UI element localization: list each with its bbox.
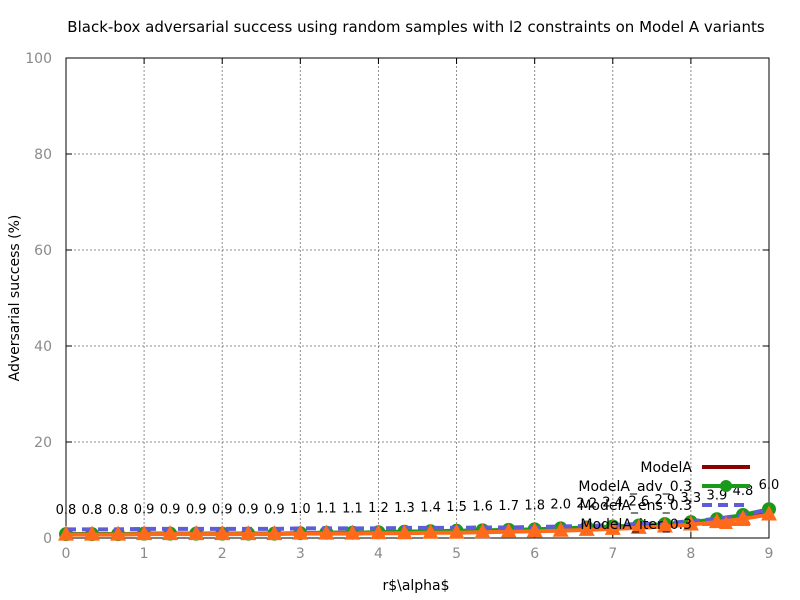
- legend-marker: [719, 516, 733, 529]
- data-label: 0.8: [82, 503, 103, 518]
- data-point: [370, 524, 387, 540]
- x-tick-label: 0: [62, 546, 71, 562]
- data-point: [422, 523, 439, 539]
- data-point: [214, 525, 231, 541]
- data-label: 2.2: [576, 496, 597, 511]
- data-point: [552, 521, 569, 537]
- data-label: 2.0: [550, 497, 571, 512]
- data-label: 1.6: [472, 499, 493, 514]
- x-axis-title: r$\alpha$: [382, 578, 449, 594]
- data-point: [266, 525, 283, 541]
- y-axis-title: Adversarial success (%): [7, 215, 23, 382]
- data-point: [656, 517, 673, 533]
- data-point: [474, 523, 491, 539]
- legend-label: ModelA: [640, 460, 692, 476]
- data-label: 1.3: [394, 501, 415, 516]
- data-point: [318, 524, 335, 540]
- data-label: 3.3: [681, 491, 702, 506]
- grid: [66, 58, 769, 538]
- y-tick-label: 0: [43, 531, 52, 547]
- data-point: [578, 520, 595, 536]
- data-label: 0.9: [238, 503, 259, 518]
- y-tick-label: 20: [34, 435, 52, 451]
- legend-label: ModelA_iter_0.3: [580, 517, 692, 533]
- x-tick-label: 4: [374, 546, 383, 562]
- series-group: [58, 502, 777, 542]
- data-point: [162, 525, 179, 541]
- x-tick-label: 6: [530, 546, 539, 562]
- legend-label: ModelA_ens_0.3: [579, 498, 692, 514]
- x-tick-label: 1: [140, 546, 149, 562]
- data-label: 0.8: [56, 503, 77, 518]
- data-point: [604, 519, 621, 535]
- data-label: 1.2: [368, 501, 389, 516]
- data-point: [344, 524, 361, 540]
- data-label: 1.8: [524, 498, 545, 513]
- data-labels: 0.8 0.8 0.8 0.9 0.9 0.9 0.9 0.9 0.9 1.0 1.1 1.1 1.2 1…: [56, 478, 780, 518]
- data-point: [188, 525, 205, 541]
- data-point: [136, 525, 153, 541]
- x-tick-label: 2: [218, 546, 227, 562]
- data-label: 1.5: [446, 500, 467, 515]
- x-tick-label: 9: [765, 546, 774, 562]
- data-point: [630, 518, 647, 534]
- series-line: [66, 512, 770, 537]
- series-line: [66, 507, 770, 532]
- data-label: 2.4: [602, 495, 623, 510]
- data-label: 1.1: [316, 502, 337, 517]
- data-label: 1.1: [342, 502, 363, 517]
- legend-label: ModelA_adv_0.3: [578, 479, 692, 495]
- data-label: 1.7: [498, 499, 519, 514]
- data-point: [58, 525, 74, 541]
- data-point: [396, 524, 413, 540]
- x-tick-label: 8: [686, 546, 695, 562]
- data-label: 6.0: [759, 478, 780, 493]
- data-point: [292, 524, 309, 540]
- x-tick-label: 3: [296, 546, 305, 562]
- data-point: [500, 522, 517, 538]
- y-tick-label: 60: [34, 243, 52, 259]
- data-label: 0.9: [134, 503, 155, 518]
- y-tick-label: 80: [34, 147, 52, 163]
- plot-frame: [65, 57, 770, 539]
- x-tick-label: 7: [608, 546, 617, 562]
- data-point: [110, 525, 127, 541]
- data-label: 0.9: [186, 503, 207, 518]
- legend: ModelA ModelA_adv_0.3 ModelA_ens_0.3 ModelA…: [578, 460, 750, 533]
- data-point: [526, 522, 543, 538]
- chart-title: Black-box adversarial success using rand…: [67, 18, 765, 36]
- data-point: [240, 525, 257, 541]
- data-label: 1.4: [420, 500, 441, 515]
- legend-marker: [720, 480, 732, 492]
- y-tick-label: 40: [34, 339, 52, 355]
- data-point: [448, 523, 465, 539]
- data-point: [761, 505, 777, 521]
- data-label: 0.9: [212, 503, 233, 518]
- data-label: 2.9: [655, 493, 676, 508]
- data-label: 1.0: [290, 502, 311, 517]
- data-label: 0.9: [264, 503, 285, 518]
- data-label: 2.6: [628, 495, 649, 510]
- data-label: 3.9: [707, 488, 728, 503]
- data-label: 0.9: [160, 503, 181, 518]
- y-tick-label: 100: [25, 51, 52, 67]
- data-label: 0.8: [108, 503, 129, 518]
- data-point: [682, 515, 699, 531]
- data-point: [734, 509, 751, 525]
- data-point: [84, 525, 101, 541]
- x-tick-label: 5: [452, 546, 461, 562]
